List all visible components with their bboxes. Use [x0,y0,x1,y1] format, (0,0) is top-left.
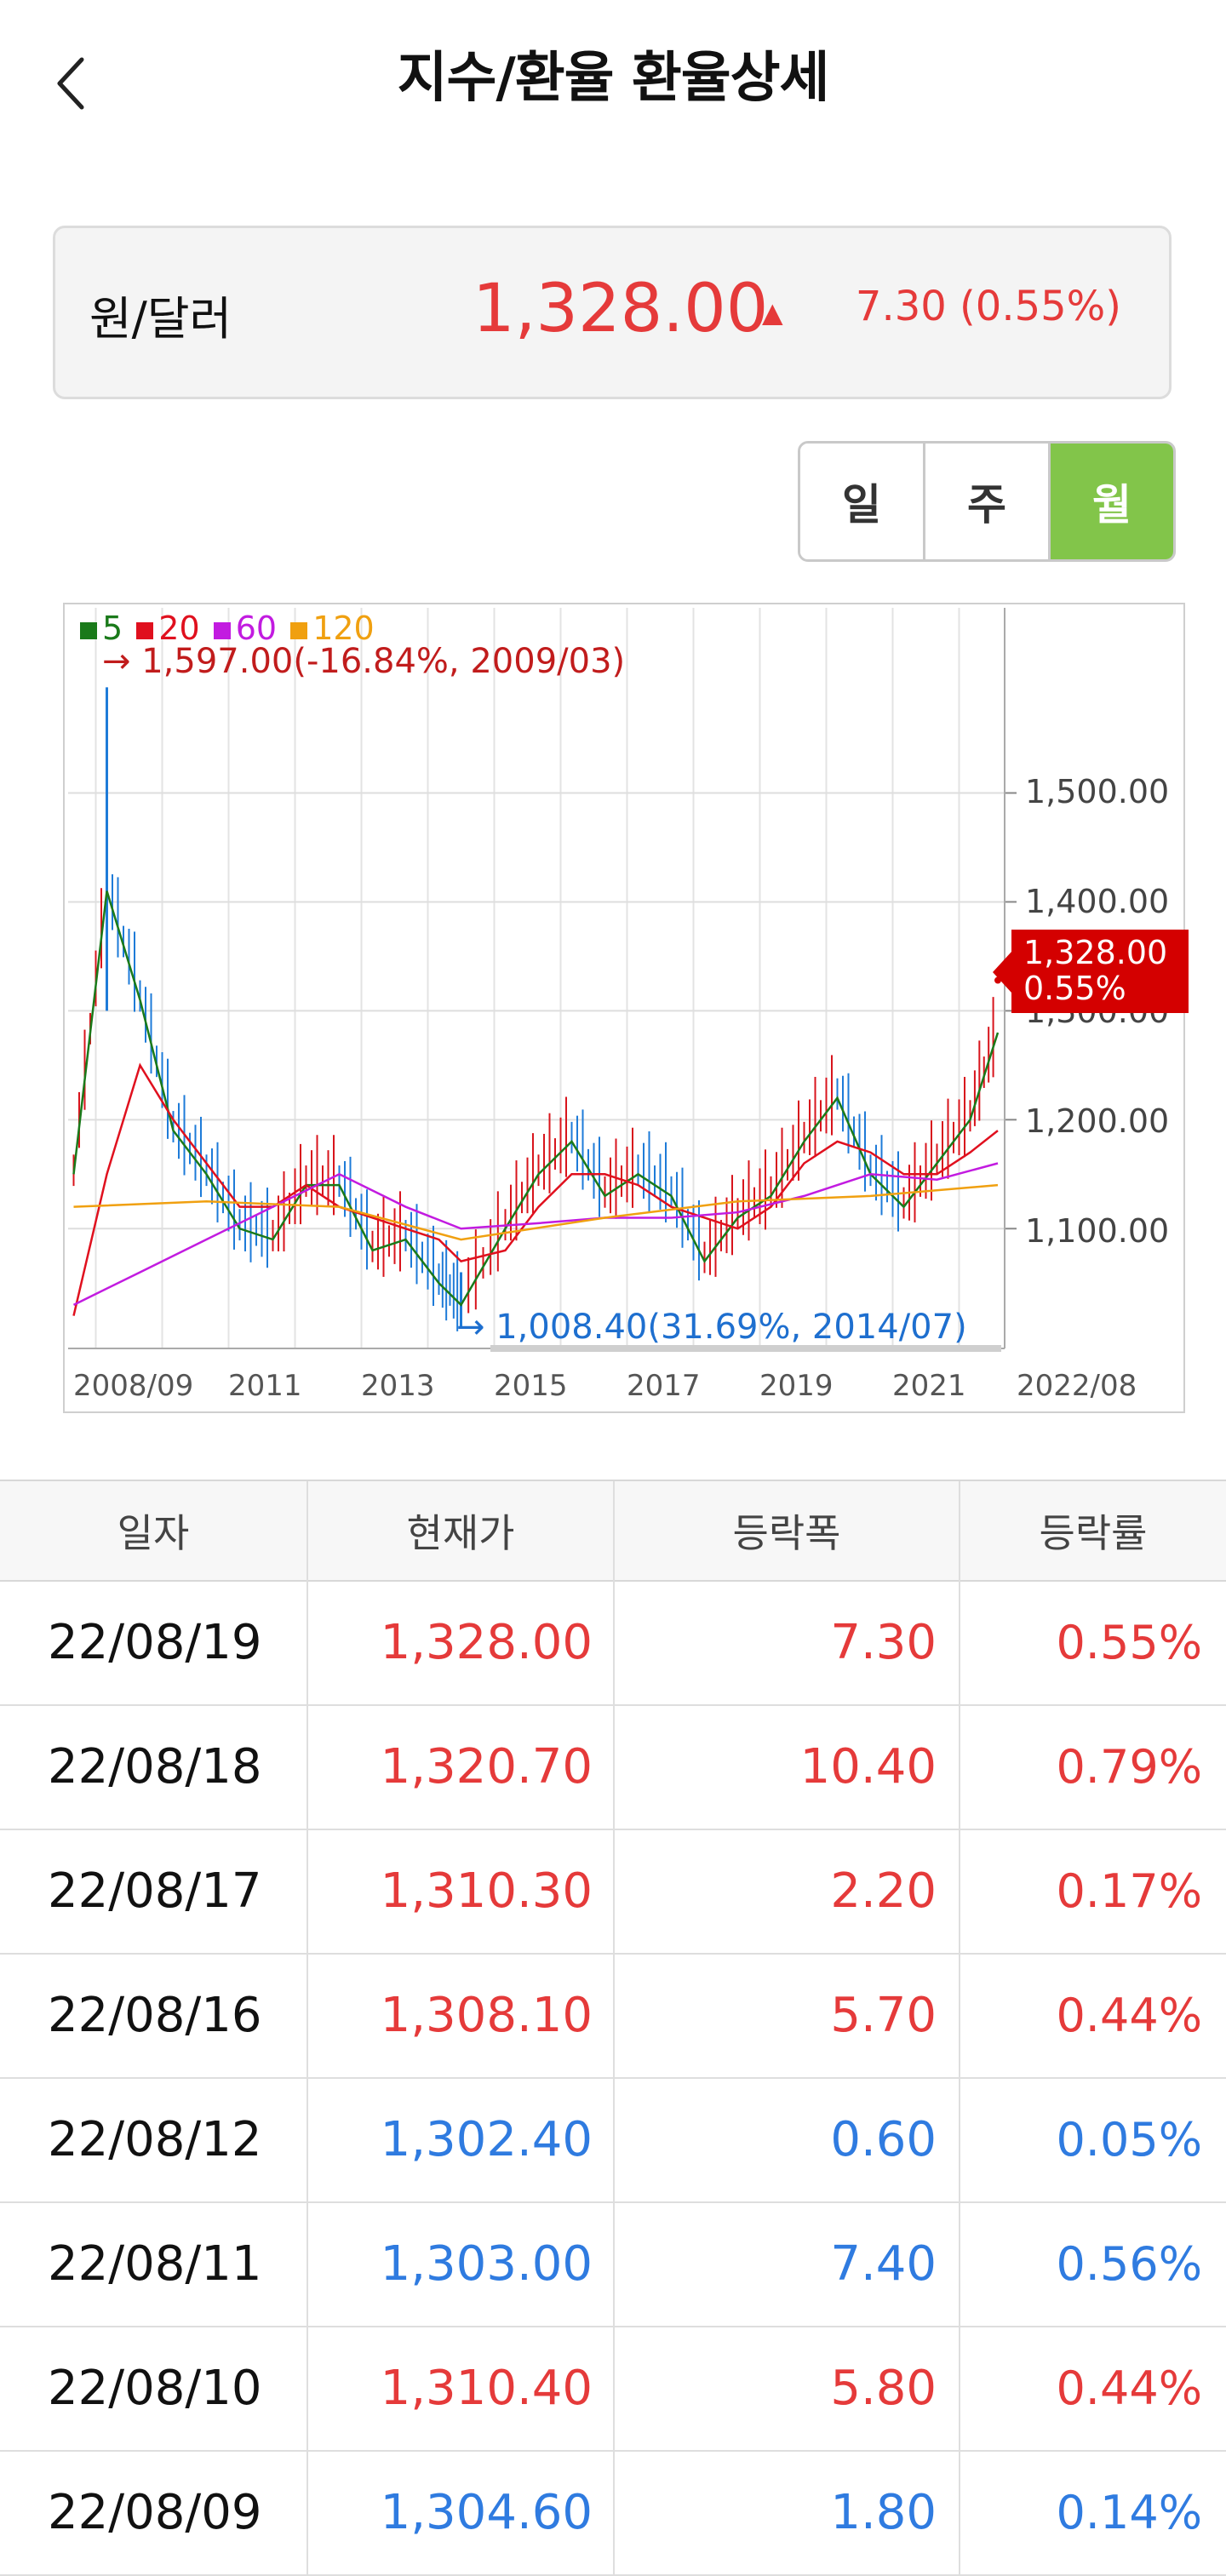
ma-line-5 [72,890,1000,1307]
row-date: 22/08/18 [48,1738,262,1795]
row-rate: 0.14% [959,2450,1226,2574]
period-toggle: 일 주 월 [798,441,1176,562]
high-annotation: → 1,597.00(-16.84%, 2009/03) [102,642,626,681]
chart-legend: 5 20 60 120 [77,610,375,647]
chevron-left-icon [57,57,84,110]
row-change-value: 2.20 [830,1863,937,1919]
currency-pair-name: 원/달러 [89,292,232,346]
legend-label-5: 5 [102,610,123,647]
legend-swatch-5 [80,621,97,639]
chart-canvas [68,608,1017,1352]
app-header: 지수/환율 환율상세 [0,0,1226,153]
y-tick-label: 1,500.00 [1025,773,1170,810]
y-tick-label: 1,200.00 [1025,1102,1170,1140]
table-row[interactable]: 22/08/16 1,308.10▲5.700.44% [0,1953,1226,2079]
row-change-value: 5.70 [830,1987,937,2043]
row-rate: 0.44% [959,2326,1226,2450]
row-rate: 0.05% [959,2077,1226,2201]
row-change-value: 5.80 [830,2360,937,2416]
exchange-rate-chart[interactable]: 5 20 60 120 → 1,597.00(-16.84%, 2009/03)… [63,603,1189,1413]
x-tick-label: 2011 [228,1369,302,1403]
table-row[interactable]: 22/08/11 1,303.00▼7.400.56% [0,2201,1226,2327]
row-price: 1,308.10 [306,1953,613,2077]
price-change: 7.30 (0.55%) [855,283,1121,330]
ma-line-20 [72,1062,999,1316]
row-rate: 0.55% [959,1580,1226,1704]
row-change-value: 0.60 [830,2111,937,2167]
column-header-date: 일자 [117,1510,190,1556]
x-tick-label: 2008/09 [73,1369,194,1403]
column-header-change: 등락폭 [613,1481,959,1580]
period-monthly-button[interactable]: 월 [1048,444,1173,559]
ma-line-60 [72,1162,999,1306]
row-price: 1,304.60 [306,2450,613,2574]
period-daily-button[interactable]: 일 [800,444,923,559]
x-tick-label: 2019 [759,1369,834,1403]
row-change: ▲7.30 [613,1580,959,1704]
row-price: 1,310.40 [306,2326,613,2450]
table-row[interactable]: 22/08/10 1,310.40▲5.800.44% [0,2326,1226,2452]
x-tick-label: 2013 [361,1369,435,1403]
row-date: 22/08/12 [48,2111,262,2167]
row-date: 22/08/19 [48,1614,262,1670]
rate-summary: 원/달러 1,328.00 ▲ 7.30 (0.55%) [53,226,1172,399]
y-tick-label: 1,100.00 [1025,1212,1170,1250]
row-price: 1,328.00 [306,1580,613,1704]
row-change-value: 1.80 [830,2484,937,2540]
x-tick-label: 2015 [494,1369,568,1403]
y-tick-label: 1,400.00 [1025,883,1170,920]
row-change: ▲5.70 [613,1953,959,2077]
row-change: ▼1.80 [613,2450,959,2574]
current-price-tag: 1,328.00 0.55% [993,930,1189,1013]
back-button[interactable] [43,43,102,119]
row-change-value: 10.40 [799,1738,937,1795]
scroll-range-bar [490,1345,1001,1352]
row-rate: 0.44% [959,1953,1226,2077]
row-price: 1,310.30 [306,1829,613,1953]
up-arrow-icon: ▲ [762,296,783,329]
row-rate: 0.79% [959,1704,1226,1829]
row-date: 22/08/11 [48,2235,262,2292]
row-change: ▼0.60 [613,2077,959,2201]
table-row[interactable]: 22/08/18 1,320.70▲10.400.79% [0,1704,1226,1830]
column-header-rate: 등락률 [959,1481,1226,1580]
row-rate: 0.17% [959,1829,1226,1953]
page-title: 지수/환율 환율상세 [397,47,830,110]
ma-line-120 [73,1183,999,1241]
column-header-price: 현재가 [306,1481,613,1580]
row-price: 1,320.70 [306,1704,613,1829]
table-row[interactable]: 22/08/17 1,310.30▲2.200.17% [0,1829,1226,1955]
row-date: 22/08/16 [48,1987,262,2043]
row-date: 22/08/17 [48,1863,262,1919]
current-price-tag-value: 1,328.00 [1023,934,1168,971]
current-price-tag-pct: 0.55% [1023,970,1126,1007]
row-price: 1,303.00 [306,2201,613,2326]
x-tick-label: 2021 [892,1369,966,1403]
row-change: ▲10.40 [613,1704,959,1829]
row-price: 1,302.40 [306,2077,613,2201]
current-price: 1,328.00 [473,271,769,347]
table-row[interactable]: 22/08/09 1,304.60▼1.800.14% [0,2450,1226,2576]
row-change-value: 7.40 [830,2235,937,2292]
table-row[interactable]: 22/08/19 1,328.00▲7.300.55% [0,1580,1226,1706]
row-change: ▼7.40 [613,2201,959,2326]
low-annotation: → 1,008.40(31.69%, 2014/07) [456,1308,967,1347]
table-header-row: 일자 현재가 등락폭 등락률 [0,1480,1226,1582]
row-date: 22/08/10 [48,2360,262,2416]
legend-label-20: 20 [158,610,200,647]
legend-swatch-120 [290,621,308,639]
row-rate: 0.56% [959,2201,1226,2326]
x-tick-label: 2017 [627,1369,701,1403]
table-row[interactable]: 22/08/12 1,302.40▼0.600.05% [0,2077,1226,2203]
legend-swatch-20 [136,621,154,639]
legend-swatch-60 [213,621,231,639]
row-change-value: 7.30 [830,1614,937,1670]
legend-label-60: 60 [235,610,278,647]
row-change: ▲5.80 [613,2326,959,2450]
legend-label-120: 120 [312,610,375,647]
period-weekly-button[interactable]: 주 [923,444,1048,559]
x-tick-label: 2022/08 [1017,1369,1137,1403]
row-date: 22/08/09 [48,2484,262,2540]
row-change: ▲2.20 [613,1829,959,1953]
